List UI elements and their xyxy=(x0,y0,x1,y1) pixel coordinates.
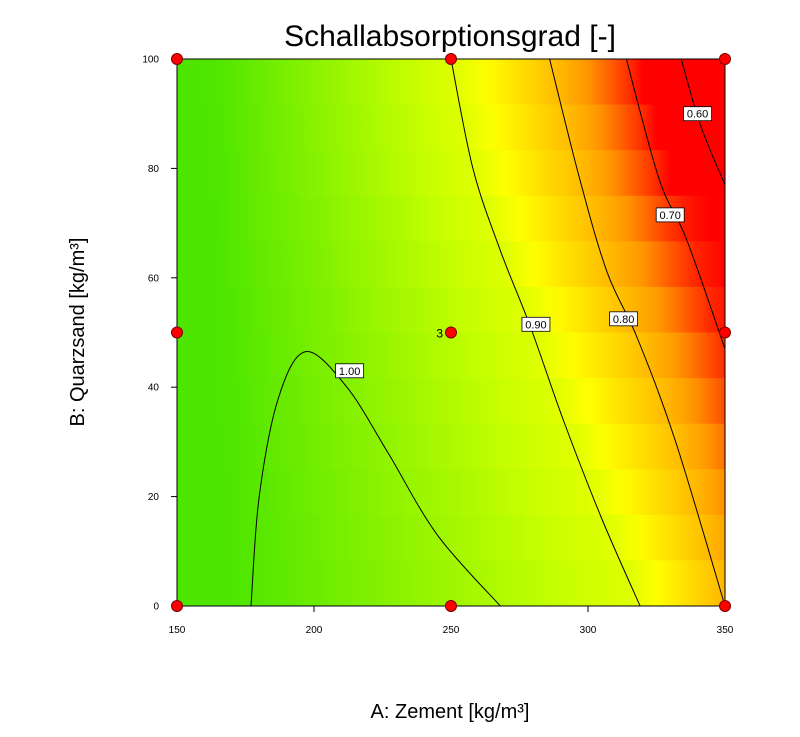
color-band xyxy=(177,195,725,242)
contour-label: 0.90 xyxy=(521,316,551,332)
y-axis-title: B: Quarzsand [kg/m³] xyxy=(67,238,89,427)
design-point xyxy=(171,600,183,612)
design-point xyxy=(445,600,457,612)
contour-line-1-00 xyxy=(250,351,501,606)
contour-label-text: 1.00 xyxy=(339,366,360,378)
x-tick-label: 300 xyxy=(580,625,597,636)
color-band xyxy=(177,560,725,606)
design-points: 3 xyxy=(171,53,731,612)
color-band xyxy=(177,59,725,106)
color-band xyxy=(177,286,725,334)
design-point xyxy=(445,53,457,65)
contour-line-0-60 xyxy=(680,59,725,185)
color-band xyxy=(177,423,725,470)
contour-labels: 1.00 0.90 0.80 0.70 0.60 xyxy=(335,106,712,379)
contour-label: 0.80 xyxy=(609,311,639,327)
x-tick-label: 200 xyxy=(306,625,323,636)
contour-label: 0.70 xyxy=(655,207,685,223)
color-band xyxy=(177,378,725,425)
contour-line-0-70 xyxy=(625,59,725,350)
y-tick-label: 0 xyxy=(153,602,159,613)
color-band xyxy=(177,241,725,288)
contour-label: 1.00 xyxy=(335,363,365,379)
design-point xyxy=(171,53,183,65)
x-tick-label: 150 xyxy=(169,625,186,636)
contour-label: 0.60 xyxy=(683,106,712,122)
contour-label-text: 0.90 xyxy=(525,319,546,331)
color-band xyxy=(177,514,725,562)
chart-title: Schallabsorptionsgrad [-] xyxy=(284,20,616,53)
contour-label-text: 0.80 xyxy=(613,314,634,326)
color-band xyxy=(177,332,725,379)
x-tick-label: 250 xyxy=(443,625,460,636)
design-point xyxy=(171,326,183,339)
y-tick-label: 20 xyxy=(148,492,160,503)
color-band xyxy=(177,104,725,151)
y-tick-label: 40 xyxy=(148,383,160,394)
design-point xyxy=(445,326,457,339)
color-band xyxy=(177,469,725,516)
design-point xyxy=(719,600,731,612)
contour-label-text: 0.60 xyxy=(687,109,708,121)
y-tick-label: 80 xyxy=(148,164,160,175)
plot-area xyxy=(176,58,726,607)
x-tick-label: 350 xyxy=(717,625,734,636)
y-tick-label: 100 xyxy=(142,55,159,66)
contour-label-text: 0.70 xyxy=(659,210,680,222)
design-point xyxy=(719,53,731,65)
x-axis-title: A: Zement [kg/m³] xyxy=(371,701,530,723)
design-point xyxy=(719,326,731,339)
design-point-label: 3 xyxy=(436,327,443,341)
color-band xyxy=(177,150,725,197)
color-field xyxy=(177,59,725,606)
y-tick-label: 60 xyxy=(148,273,160,284)
